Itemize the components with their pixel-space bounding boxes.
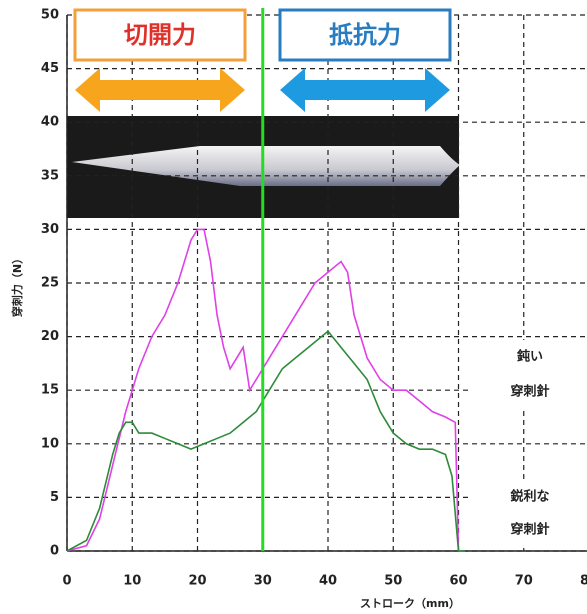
x-tick-label: 70: [515, 574, 533, 589]
y-tick-label: 20: [41, 329, 59, 344]
x-tick-label: 60: [449, 574, 467, 589]
y-tick-label: 0: [50, 544, 59, 559]
y-tick-label: 30: [41, 222, 59, 237]
y-tick-label: 15: [41, 383, 59, 398]
x-tick-label: 80: [580, 574, 587, 589]
y-tick-label: 45: [41, 61, 59, 76]
sharp-label: 穿刺針: [510, 522, 549, 538]
cut-label: 切開力: [124, 21, 196, 49]
x-axis-label: ストローク（mm）: [360, 597, 460, 610]
y-tick-label: 10: [41, 436, 59, 451]
x-tick-label: 40: [319, 574, 337, 589]
y-tick-label: 40: [41, 115, 59, 130]
x-tick-label: 20: [188, 574, 206, 589]
dull-label: 鈍い: [517, 349, 543, 365]
y-tick-label: 25: [41, 276, 59, 291]
cut-arrow: [75, 68, 245, 112]
y-tick-label: 50: [41, 8, 59, 23]
sharp-label: 鋭利な: [510, 489, 549, 505]
dull-label: 穿刺針: [510, 384, 549, 400]
page: 0 5 10 15 20 25 30 35 40 45 50 0 10 20 30 40 50 60 70 80 切開…: [0, 0, 587, 614]
y-axis-label: 穿刺力（N）: [10, 253, 24, 317]
y-tick-label: 5: [50, 490, 59, 505]
x-tick-label: 50: [384, 574, 402, 589]
y-tick-label: 35: [41, 168, 59, 183]
resist-arrow: [280, 68, 450, 112]
resist-label: 抵抗力: [329, 21, 401, 49]
x-tick-label: 10: [123, 574, 141, 589]
chart: 0 5 10 15 20 25 30 35 40 45 50 0 10 20 30 40 50 60 70 80 切開…: [0, 0, 587, 614]
x-tick-label: 30: [254, 574, 272, 589]
x-tick-label: 0: [62, 574, 71, 589]
